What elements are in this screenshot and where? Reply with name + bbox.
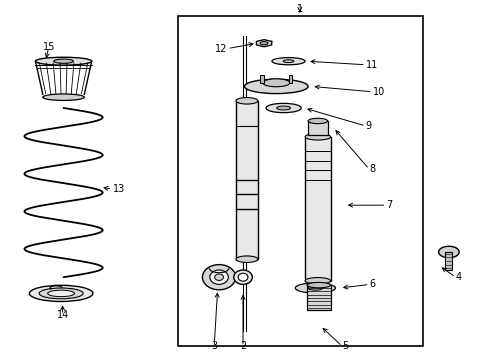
Text: 11: 11: [365, 60, 377, 70]
Bar: [305, 137, 330, 281]
Bar: [307, 121, 327, 135]
Bar: [445, 252, 451, 270]
Ellipse shape: [54, 59, 73, 63]
Ellipse shape: [295, 283, 335, 293]
Ellipse shape: [43, 94, 84, 100]
Text: 13: 13: [112, 184, 124, 194]
Ellipse shape: [48, 290, 74, 297]
Text: 5: 5: [342, 341, 348, 351]
Ellipse shape: [214, 274, 223, 280]
Text: 8: 8: [368, 164, 375, 174]
Bar: [260, 75, 264, 83]
Bar: [178, 16, 422, 346]
Text: 6: 6: [369, 279, 375, 289]
Ellipse shape: [305, 278, 330, 284]
Ellipse shape: [271, 58, 305, 65]
Text: 7: 7: [386, 200, 392, 210]
Ellipse shape: [29, 285, 93, 302]
Ellipse shape: [260, 41, 267, 45]
Ellipse shape: [306, 282, 330, 288]
Ellipse shape: [244, 79, 307, 94]
Text: 2: 2: [240, 341, 245, 351]
FancyBboxPatch shape: [306, 285, 330, 310]
Ellipse shape: [305, 134, 330, 140]
Ellipse shape: [233, 270, 252, 284]
Text: 10: 10: [372, 87, 384, 97]
Ellipse shape: [265, 103, 301, 113]
Ellipse shape: [307, 286, 322, 290]
Bar: [288, 75, 292, 83]
Text: 1: 1: [296, 4, 302, 14]
Text: 15: 15: [42, 42, 55, 52]
Bar: [235, 101, 258, 259]
Text: 9: 9: [365, 121, 371, 131]
Ellipse shape: [209, 270, 228, 284]
Text: 12: 12: [215, 44, 227, 54]
Ellipse shape: [35, 57, 92, 65]
Ellipse shape: [238, 273, 247, 281]
Ellipse shape: [263, 79, 289, 87]
Ellipse shape: [438, 246, 458, 258]
Ellipse shape: [202, 265, 235, 290]
Text: 14: 14: [56, 310, 69, 320]
Text: 3: 3: [211, 341, 217, 351]
Ellipse shape: [235, 256, 258, 262]
Ellipse shape: [39, 288, 83, 299]
Ellipse shape: [283, 60, 293, 63]
Ellipse shape: [307, 118, 327, 123]
Polygon shape: [256, 40, 271, 47]
Ellipse shape: [235, 98, 258, 104]
Ellipse shape: [276, 106, 290, 110]
Text: 4: 4: [455, 272, 461, 282]
